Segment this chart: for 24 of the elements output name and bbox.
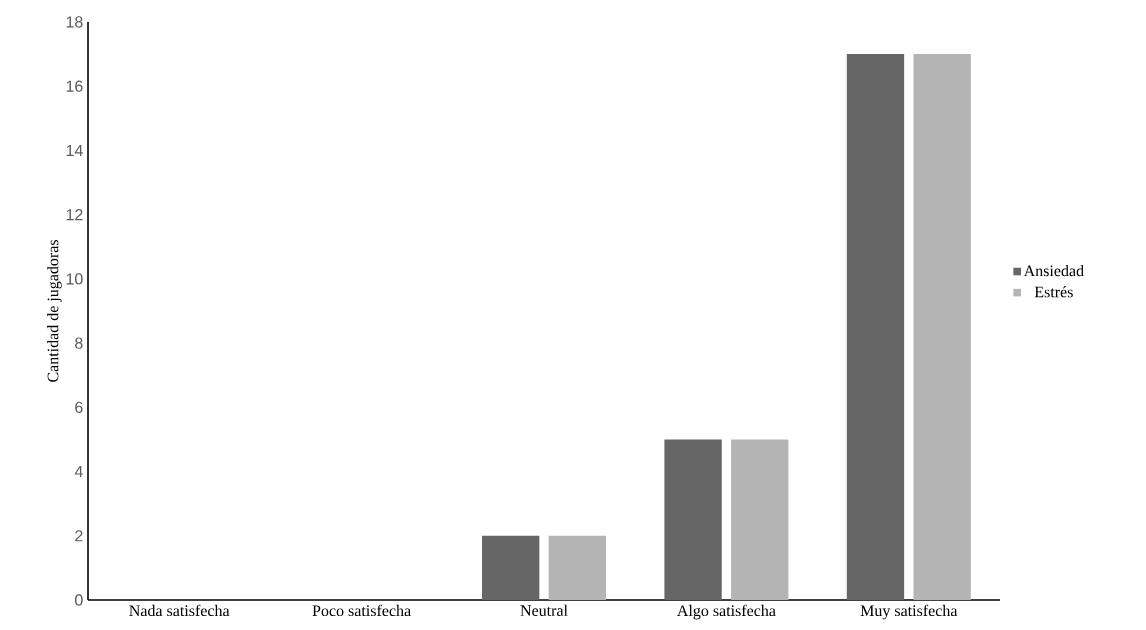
y-tick-label: 8 (75, 337, 83, 349)
bar (548, 535, 606, 600)
y-tick-label: 2 (75, 530, 83, 542)
x-tick-label: Nada satisfecha (129, 604, 230, 617)
legend-label: Ansiedad (1023, 264, 1084, 277)
y-tick-label: 14 (66, 144, 83, 156)
bar (731, 439, 789, 600)
x-tick-label: Muy satisfecha (860, 604, 958, 620)
y-tick-label: 6 (75, 401, 83, 413)
bar (664, 439, 722, 600)
y-tick-label: 4 (74, 466, 83, 478)
bar (846, 54, 905, 600)
y-tick-label: 16 (66, 80, 83, 92)
y-axis-title: Cantidad de jugadoras (47, 240, 62, 382)
x-tick-label: Algo satisfecha (677, 604, 776, 620)
x-tick-label: Poco satisfecha (312, 604, 411, 617)
y-tick-label: 10 (66, 273, 83, 285)
bar (482, 535, 540, 600)
x-tick-label: Neutral (520, 604, 568, 616)
y-tick-label: 12 (66, 209, 83, 221)
y-tick-label: 18 (66, 16, 83, 28)
bar (913, 54, 971, 600)
legend-label: Estrés (1034, 286, 1073, 298)
y-tick-label: 0 (75, 594, 83, 606)
